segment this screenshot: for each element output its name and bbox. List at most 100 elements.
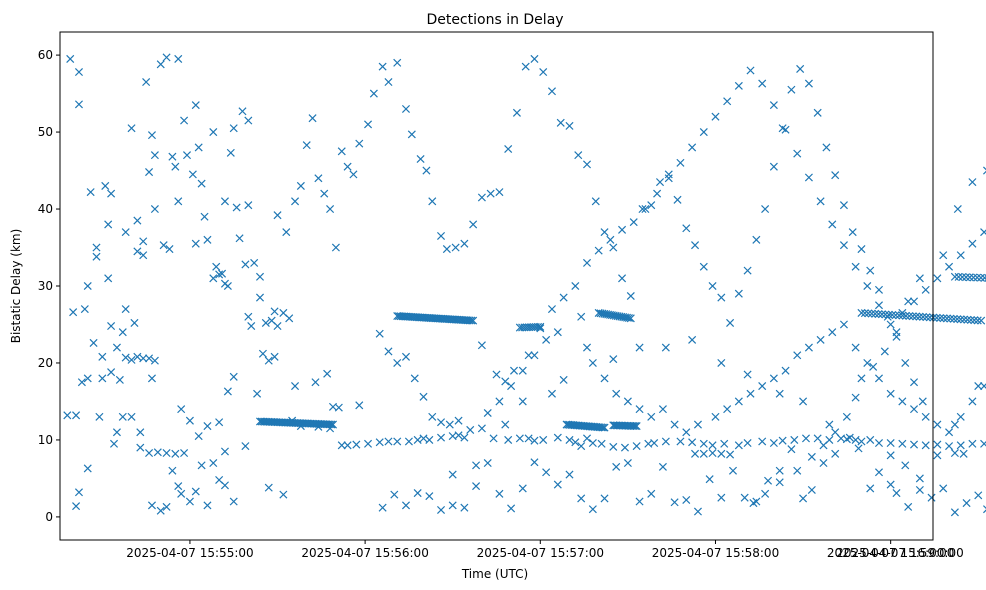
data-point-144	[571, 438, 580, 447]
data-point-693	[626, 314, 635, 323]
data-point-34	[180, 448, 189, 458]
data-point-138	[515, 434, 524, 443]
data-point-255	[483, 459, 492, 468]
data-point-455	[320, 189, 329, 198]
data-point-108	[229, 372, 238, 381]
data-point-251	[530, 458, 539, 467]
data-point-284	[711, 412, 720, 421]
data-point-150	[620, 443, 629, 452]
data-point-61	[238, 107, 247, 116]
data-point-43	[220, 481, 229, 490]
data-point-237	[693, 507, 702, 516]
y-tick-label-2: 20	[38, 356, 53, 370]
data-point-60	[229, 124, 238, 133]
data-point-245	[600, 494, 609, 503]
y-tick-label-3: 30	[38, 279, 53, 293]
data-point-706	[898, 311, 907, 320]
data-point-241	[647, 489, 656, 498]
data-point-91	[244, 201, 253, 210]
data-point-410	[591, 197, 600, 206]
data-point-429	[761, 205, 770, 214]
data-point-180	[956, 441, 965, 450]
data-point-156	[688, 438, 697, 447]
data-point-319	[410, 374, 419, 383]
data-point-452	[302, 141, 311, 150]
data-point-220	[886, 480, 895, 489]
data-point-45	[197, 461, 206, 470]
data-point-431	[778, 124, 787, 133]
data-point-226	[819, 459, 828, 468]
data-point-110	[253, 389, 262, 398]
data-point-277	[623, 397, 632, 406]
data-point-159	[720, 439, 729, 448]
data-point-59	[209, 128, 218, 137]
data-point-478	[174, 482, 183, 491]
data-point-124	[364, 439, 373, 448]
data-point-192	[699, 449, 708, 458]
data-point-427	[743, 266, 752, 275]
data-point-299	[886, 389, 895, 398]
data-point-222	[866, 484, 875, 493]
data-point-22	[109, 439, 119, 448]
data-point-449	[282, 228, 291, 237]
data-point-293	[816, 335, 825, 344]
data-point-454	[314, 174, 323, 183]
data-point-256	[472, 482, 481, 491]
data-point-447	[918, 397, 927, 406]
data-point-463	[130, 318, 139, 327]
data-point-28	[150, 356, 159, 365]
data-point-145	[582, 434, 592, 443]
data-point-103	[244, 312, 253, 321]
data-point-153	[650, 438, 659, 448]
data-point-64	[182, 151, 192, 160]
data-point-415	[638, 205, 647, 214]
data-point-48	[279, 490, 288, 499]
data-point-18	[115, 375, 124, 384]
data-point-302	[921, 412, 930, 421]
data-point-535	[749, 499, 758, 508]
data-point-411	[600, 228, 609, 237]
data-point-75	[139, 237, 148, 246]
data-point-726	[966, 315, 975, 325]
data-point-692	[624, 313, 633, 323]
data-point-400	[504, 144, 513, 154]
data-point-46	[241, 442, 250, 451]
data-point-63	[226, 148, 235, 157]
data-point-468	[127, 412, 136, 421]
data-point-711	[915, 312, 924, 321]
data-point-440	[857, 245, 866, 254]
data-point-41	[185, 497, 194, 506]
data-point-383	[369, 89, 378, 98]
data-point-125	[375, 438, 384, 447]
data-point-283	[693, 420, 702, 429]
data-point-413	[618, 274, 627, 283]
x-tick-label-1: 2025-04-07 15:56:00	[301, 546, 428, 560]
data-point-381	[355, 139, 364, 148]
data-point-378	[337, 147, 346, 156]
data-point-343	[664, 174, 673, 183]
data-point-531	[807, 452, 816, 461]
data-point-385	[384, 78, 393, 87]
data-point-195	[726, 450, 735, 459]
data-point-477	[168, 466, 177, 475]
data-point-417	[655, 178, 665, 187]
data-point-523	[892, 328, 901, 337]
data-point-216	[927, 493, 936, 502]
data-point-269	[530, 351, 539, 360]
data-point-731	[954, 272, 963, 281]
data-point-674	[631, 422, 640, 431]
data-point-56	[180, 116, 189, 125]
data-point-401	[512, 108, 521, 117]
data-point-436	[822, 143, 831, 152]
data-point-368	[956, 251, 965, 260]
data-point-635	[536, 322, 545, 331]
data-point-399	[495, 188, 504, 197]
data-point-94	[250, 258, 259, 267]
data-point-532	[793, 466, 802, 475]
data-point-472	[194, 432, 203, 441]
data-point-307	[980, 382, 986, 391]
data-point-528	[842, 412, 851, 421]
data-point-227	[807, 485, 816, 494]
